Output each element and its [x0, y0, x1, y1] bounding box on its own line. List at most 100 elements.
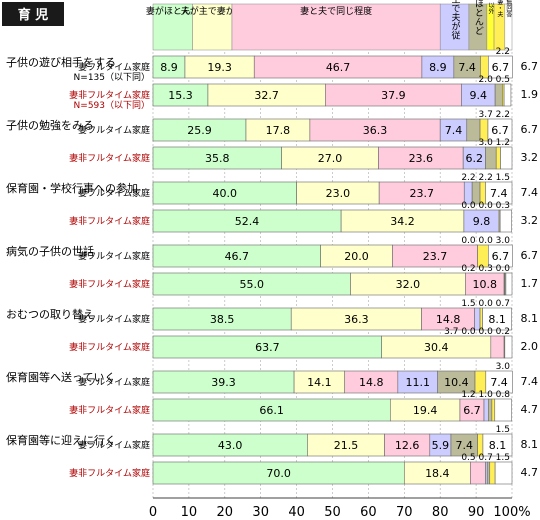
no-answer-label: 4.7 [521, 466, 539, 479]
bar-value-label: 46.7 [326, 61, 351, 74]
bar-value-label: 7.4 [490, 187, 508, 200]
row-label: 妻非フルタイム家庭 [69, 152, 150, 164]
small-value-note: 1.5 0.0 0.7 [461, 299, 510, 309]
bar-value-label: 35.8 [205, 152, 230, 165]
legend-label: 妻と夫で同じ程度 [300, 5, 372, 17]
bar-segment [488, 55, 513, 79]
bar-segment [488, 398, 493, 422]
legend-swatch [152, 3, 193, 51]
no-answer-label: 6.7 [521, 123, 539, 136]
bar-value-label: 27.0 [318, 152, 343, 165]
bar-value-label: 6.7 [463, 404, 481, 417]
x-tick-label: 40 [288, 505, 305, 520]
bar-value-label: 11.1 [406, 376, 431, 389]
row-label: 妻フルタイム家庭 [78, 376, 150, 388]
bar-value-label: 36.3 [363, 124, 388, 137]
bar-value-label: 6.7 [492, 61, 510, 74]
small-value-note: 0.2 0.3 0.0 [461, 264, 510, 274]
bar-segment [485, 370, 513, 394]
bar-value-label: 36.3 [344, 313, 369, 326]
bar-value-label: 6.7 [492, 250, 510, 263]
bar-segment [503, 83, 512, 107]
bar-segment [504, 335, 513, 359]
no-answer-label: 3.2 [521, 151, 539, 164]
small-value-note: 3.7 2.2 [479, 110, 511, 120]
bar-value-label: 8.9 [160, 61, 178, 74]
bar-value-label: 6.2 [466, 152, 484, 165]
x-tick-label: 30 [252, 505, 269, 520]
bar-value-label: 43.0 [218, 439, 243, 452]
bar-value-label: 12.6 [395, 439, 420, 452]
bar-value-label: 7.4 [458, 61, 476, 74]
bar-value-label: 37.9 [381, 89, 406, 102]
bar-value-label: 23.7 [409, 187, 434, 200]
bar-value-label: 8.9 [429, 61, 447, 74]
row-label: 妻フルタイム家庭 [78, 439, 150, 451]
row-label: 妻フルタイム家庭 [78, 124, 150, 136]
bar-segment [494, 461, 513, 485]
no-answer-label: 6.7 [521, 60, 539, 73]
bar-value-label: 32.7 [254, 89, 279, 102]
bar-value-label: 25.9 [187, 124, 212, 137]
bar-value-label: 5.9 [432, 439, 450, 452]
row-label: 妻フルタイム家庭 [78, 313, 150, 325]
x-axis: 0 10 20 30 40 50 60 70 80 90 100% [149, 497, 531, 520]
bar-value-label: 70.0 [266, 467, 291, 480]
bar-segment [482, 307, 512, 331]
row-label: 妻非フルタイム家庭 [69, 404, 150, 416]
bar-value-label: 15.3 [168, 89, 193, 102]
x-tick-label: 70 [396, 505, 413, 520]
legend-swatch [231, 3, 441, 51]
bar-value-label: 39.3 [211, 376, 236, 389]
bar-value-label: 7.4 [490, 376, 508, 389]
no-answer-label: 4.7 [521, 403, 539, 416]
small-value-note: 3.7 0.0 0.0 0.2 [444, 327, 510, 337]
small-value-note: 3.0 [496, 362, 511, 372]
group-label: 病気の子供の世話 [6, 244, 94, 258]
group-label: 子供の勉強をみる [6, 118, 94, 132]
bar-value-label: 8.1 [489, 439, 507, 452]
bar-segment [500, 146, 513, 170]
no-answer-label: 2.0 [521, 340, 539, 353]
x-tick-label: 50 [324, 505, 341, 520]
row-sublabel: N=135（以下同） [74, 72, 150, 83]
bar-segment [485, 181, 513, 205]
group-label: 保育園等に迎えに行く [6, 433, 116, 447]
x-tick-label: 10 [181, 505, 198, 520]
bar-value-label: 30.4 [424, 341, 449, 354]
group-label: おむつの取り替え [6, 307, 94, 321]
bar-value-label: 6.7 [491, 124, 509, 137]
bar-segment [470, 461, 486, 485]
row-sublabel: N=593（以下同） [74, 100, 150, 111]
bar-value-label: 19.4 [413, 404, 438, 417]
bar-value-label: 63.7 [255, 341, 280, 354]
legend-label: 夫が主で妻が従 [181, 5, 244, 17]
bar-value-label: 9.8 [473, 215, 491, 228]
row-label: 妻フルタイム家庭 [78, 250, 150, 262]
bar-value-label: 55.0 [239, 278, 264, 291]
row-label: 妻非フルタイム家庭 [69, 89, 150, 101]
group-label: 子供の遊び相手をする [6, 55, 116, 69]
bar-segment [483, 398, 489, 422]
bar-segment [486, 461, 491, 485]
bar-value-label: 8.1 [488, 313, 506, 326]
bar-value-label: 34.2 [390, 215, 415, 228]
row-label: 妻非フルタイム家庭 [69, 278, 150, 290]
bar-value-label: 40.0 [213, 187, 238, 200]
bar-value-label: 20.0 [344, 250, 369, 263]
no-answer-label: 6.7 [521, 249, 539, 262]
bar-value-label: 14.1 [307, 376, 332, 389]
no-answer-label: 7.4 [521, 186, 539, 199]
bar-value-label: 7.4 [445, 124, 463, 137]
bar-value-label: 9.4 [470, 89, 488, 102]
bar-value-label: 14.8 [436, 313, 461, 326]
small-value-note: 2.2 [496, 47, 510, 57]
bar-value-label: 10.8 [472, 278, 497, 291]
row-label: 妻非フルタイム家庭 [69, 341, 150, 353]
x-tick-label: 100% [493, 505, 530, 520]
x-tick-label: 60 [360, 505, 377, 520]
group-label: 保育園等へ送っていく [6, 370, 115, 384]
bar-segment [495, 146, 501, 170]
